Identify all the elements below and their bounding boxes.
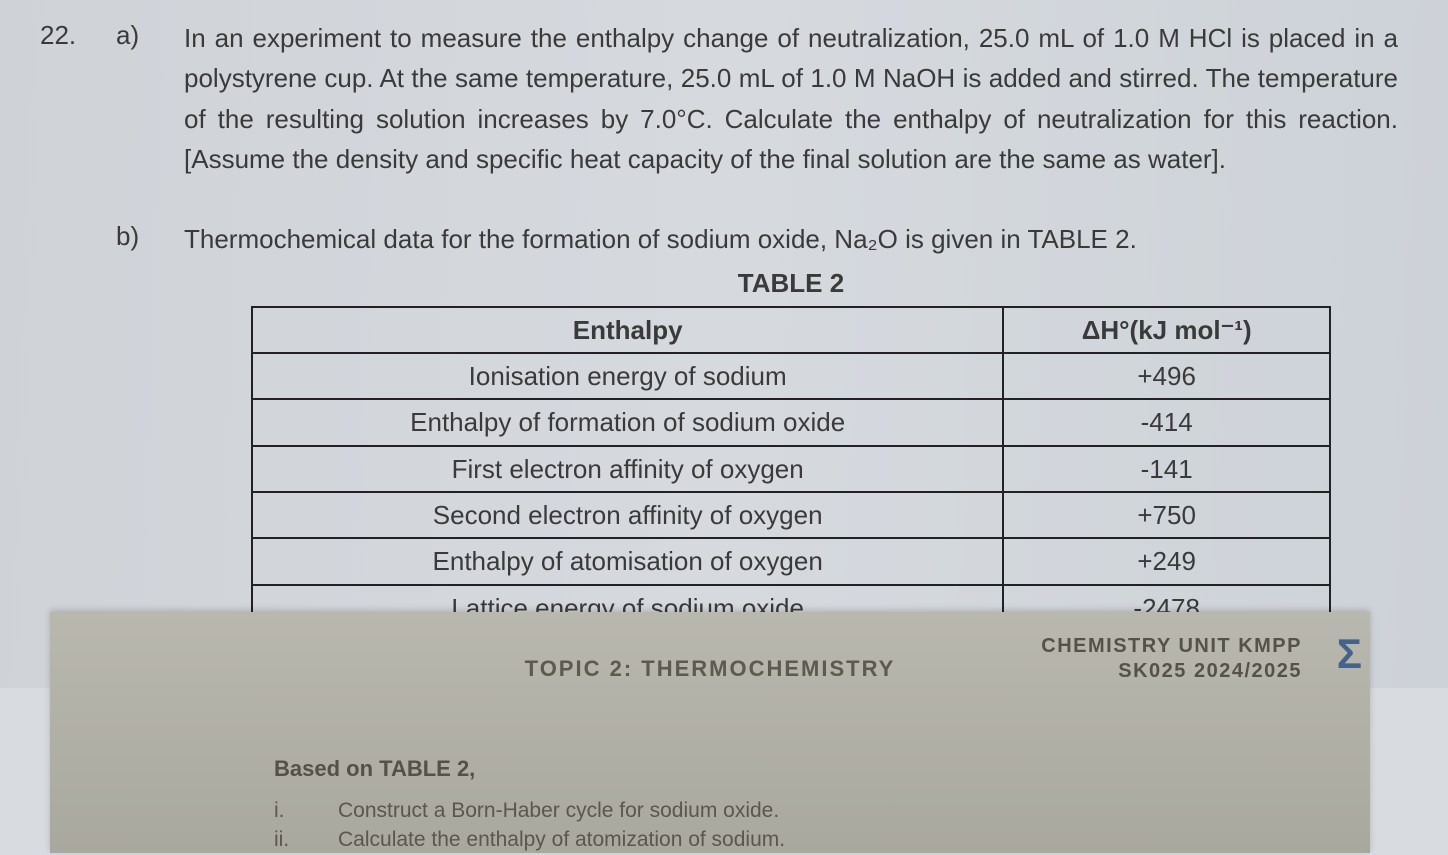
cell-value: -414 — [1003, 399, 1330, 445]
cell-enthalpy: Enthalpy of atomisation of oxygen — [252, 538, 1003, 584]
sigma-icon: Σ — [1337, 630, 1362, 678]
unit-block: CHEMISTRY UNIT KMPP SK025 2024/2025 — [1041, 634, 1302, 684]
table-row: Enthalpy of formation of sodium oxide-41… — [252, 399, 1330, 445]
part-a-label: a) — [116, 18, 156, 179]
cell-value: +750 — [1003, 492, 1330, 538]
part-b-label: b) — [116, 219, 156, 632]
part-a-text: In an experiment to measure the enthalpy… — [184, 18, 1408, 179]
sub-question-list: i. Construct a Born-Haber cycle for sodi… — [274, 796, 1336, 855]
question-number-spacer — [40, 219, 88, 632]
unit-line2: SK025 2024/2025 — [1041, 659, 1302, 684]
part-b-row: b) Thermochemical data for the formation… — [40, 219, 1408, 632]
table-title: TABLE 2 — [184, 263, 1398, 303]
cell-enthalpy: First electron affinity of oxygen — [252, 446, 1003, 492]
cell-value: +496 — [1003, 353, 1330, 399]
table-row: First electron affinity of oxygen-141 — [252, 446, 1330, 492]
part-a-row: 22. a) In an experiment to measure the e… — [40, 18, 1408, 179]
col-enthalpy: Enthalpy — [252, 307, 1003, 353]
question-page-bottom: TOPIC 2: THERMOCHEMISTRY CHEMISTRY UNIT … — [50, 612, 1370, 853]
table-row: Ionisation energy of sodium+496 — [252, 353, 1330, 399]
topic-title: TOPIC 2: THERMOCHEMISTRY — [525, 656, 896, 682]
thermo-data-table: Enthalpy ΔH°(kJ mol⁻¹) Ionisation energy… — [251, 306, 1331, 632]
table-row: Enthalpy of atomisation of oxygen+249 — [252, 538, 1330, 584]
sub-label-i: i. — [274, 796, 302, 825]
based-on-text: Based on TABLE 2, — [274, 756, 1336, 782]
sub-text-ii: Calculate the enthalpy of atomization of… — [338, 825, 785, 854]
sub-text-i: Construct a Born-Haber cycle for sodium … — [338, 796, 779, 825]
question-number: 22. — [40, 18, 88, 179]
cell-enthalpy: Ionisation energy of sodium — [252, 353, 1003, 399]
unit-line1: CHEMISTRY UNIT KMPP — [1041, 634, 1302, 659]
sub-item-i: i. Construct a Born-Haber cycle for sodi… — [274, 796, 1336, 825]
cell-value: +249 — [1003, 538, 1330, 584]
sub-item-ii: ii. Calculate the enthalpy of atomizatio… — [274, 825, 1336, 854]
cell-value: -141 — [1003, 446, 1330, 492]
table-header-row: Enthalpy ΔH°(kJ mol⁻¹) — [252, 307, 1330, 353]
col-value: ΔH°(kJ mol⁻¹) — [1003, 307, 1330, 353]
cell-enthalpy: Second electron affinity of oxygen — [252, 492, 1003, 538]
footer-header-row: TOPIC 2: THERMOCHEMISTRY CHEMISTRY UNIT … — [84, 630, 1336, 702]
table-row: Second electron affinity of oxygen+750 — [252, 492, 1330, 538]
question-page-top: 22. a) In an experiment to measure the e… — [0, 0, 1448, 688]
cell-enthalpy: Enthalpy of formation of sodium oxide — [252, 399, 1003, 445]
part-b-block: Thermochemical data for the formation of… — [184, 219, 1408, 632]
sub-label-ii: ii. — [274, 825, 302, 854]
part-b-intro: Thermochemical data for the formation of… — [184, 219, 1398, 259]
